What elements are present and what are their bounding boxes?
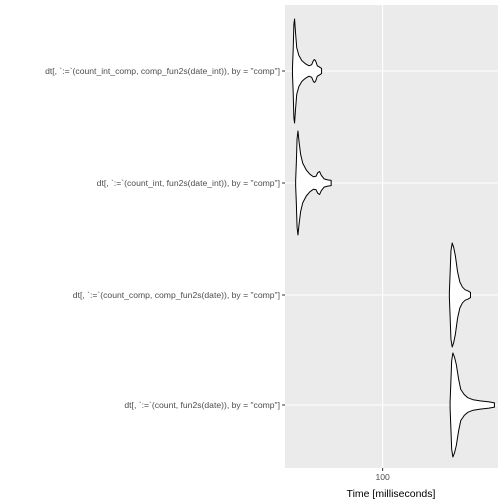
y-axis: dt[, `:=`(count_int_comp, comp_fun2s(dat…	[45, 66, 285, 410]
y-tick-label-1: dt[, `:=`(count_int_comp, comp_fun2s(dat…	[45, 66, 280, 76]
y-tick-label-2: dt[, `:=`(count_int, fun2s(date_int)), b…	[97, 178, 280, 188]
x-axis: 100	[375, 468, 390, 482]
y-tick-label-3: dt[, `:=`(count_comp, comp_fun2s(date)),…	[73, 290, 280, 300]
x-axis-title: Time [milliseconds]	[347, 488, 436, 500]
y-tick-label-4: dt[, `:=`(count, fun2s(date)), by = "com…	[124, 400, 280, 410]
x-tick-label-100: 100	[375, 472, 390, 482]
